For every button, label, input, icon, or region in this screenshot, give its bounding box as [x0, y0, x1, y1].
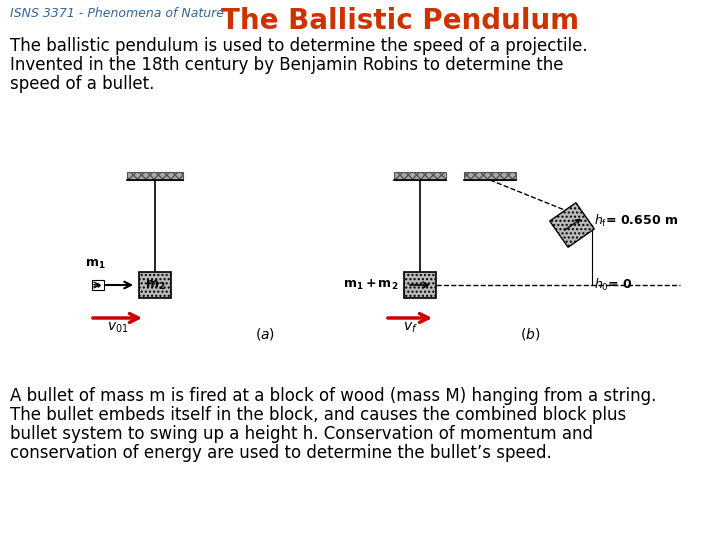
- Text: $(a)$: $(a)$: [255, 326, 275, 342]
- Text: conservation of energy are used to determine the bullet’s speed.: conservation of energy are used to deter…: [10, 444, 552, 462]
- Bar: [394, 172, 446, 180]
- Text: $\mathbf{m_2}$: $\mathbf{m_2}$: [145, 279, 166, 292]
- Bar: [92, 280, 104, 290]
- Text: $v_{01}$: $v_{01}$: [107, 321, 129, 335]
- Text: ISNS 3371 - Phenomena of Nature: ISNS 3371 - Phenomena of Nature: [10, 7, 224, 20]
- Text: The ballistic pendulum is used to determine the speed of a projectile.: The ballistic pendulum is used to determ…: [10, 37, 588, 55]
- Text: $\mathbf{m_1+m_2}$: $\mathbf{m_1+m_2}$: [343, 278, 398, 292]
- Text: The Ballistic Pendulum: The Ballistic Pendulum: [221, 7, 579, 35]
- Text: $h_0$= 0: $h_0$= 0: [594, 277, 633, 293]
- Bar: [127, 172, 183, 180]
- Text: bullet system to swing up a height h. Conservation of momentum and: bullet system to swing up a height h. Co…: [10, 425, 593, 443]
- Polygon shape: [549, 202, 594, 247]
- Text: $(b)$: $(b)$: [520, 326, 540, 342]
- Bar: [464, 172, 516, 180]
- Text: $v_f$: $v_f$: [402, 321, 418, 335]
- Text: $\Rightarrow$: $\Rightarrow$: [89, 280, 102, 290]
- Text: Invented in the 18th century by Benjamin Robins to determine the: Invented in the 18th century by Benjamin…: [10, 56, 564, 74]
- Bar: [139, 272, 171, 298]
- Text: The bullet embeds itself in the block, and causes the combined block plus: The bullet embeds itself in the block, a…: [10, 406, 626, 424]
- Bar: [404, 272, 436, 298]
- Text: $h_\mathrm{f}$= 0.650 m: $h_\mathrm{f}$= 0.650 m: [594, 213, 678, 229]
- Text: speed of a bullet.: speed of a bullet.: [10, 75, 154, 93]
- Text: A bullet of mass m is fired at a block of wood (mass M) hanging from a string.: A bullet of mass m is fired at a block o…: [10, 387, 657, 405]
- Text: $\mathbf{m_1}$: $\mathbf{m_1}$: [85, 258, 105, 271]
